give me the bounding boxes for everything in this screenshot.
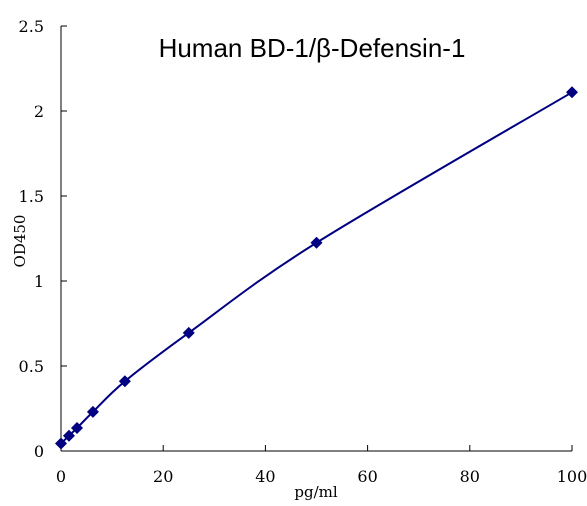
y-tick-label: 2: [34, 102, 44, 121]
y-tick-label: 2.5: [19, 17, 44, 36]
y-tick-label: 1.5: [19, 187, 44, 206]
data-point: [86, 405, 99, 418]
x-tick-label: 80: [460, 467, 480, 486]
x-tick-label: 0: [56, 467, 66, 486]
x-tick-label: 100: [557, 467, 587, 486]
data-point: [182, 326, 195, 339]
ticks: 0 20 40 60 80 100 0 0.5 1 1.5 2 2.5: [19, 17, 587, 486]
y-tick-label: 0: [34, 442, 44, 461]
data-point: [118, 375, 131, 388]
y-tick-label: 1: [34, 272, 44, 291]
x-tick-label: 40: [255, 467, 275, 486]
curve-group: [60, 91, 573, 445]
y-axis-title: OD450: [11, 215, 29, 268]
axes: [60, 26, 572, 452]
series-line: [60, 91, 573, 445]
data-point: [310, 236, 323, 249]
x-tick-label: 20: [153, 467, 173, 486]
x-axis-title: pg/ml: [294, 483, 337, 501]
points-group: [55, 86, 578, 450]
chart-title: Human BD-1/β-Defensin-1: [159, 33, 466, 63]
data-point: [62, 429, 75, 442]
x-tick-label: 60: [357, 467, 377, 486]
data-point: [566, 86, 578, 99]
data-point: [55, 437, 67, 450]
data-point: [70, 422, 83, 435]
y-tick-label: 0.5: [19, 357, 44, 376]
